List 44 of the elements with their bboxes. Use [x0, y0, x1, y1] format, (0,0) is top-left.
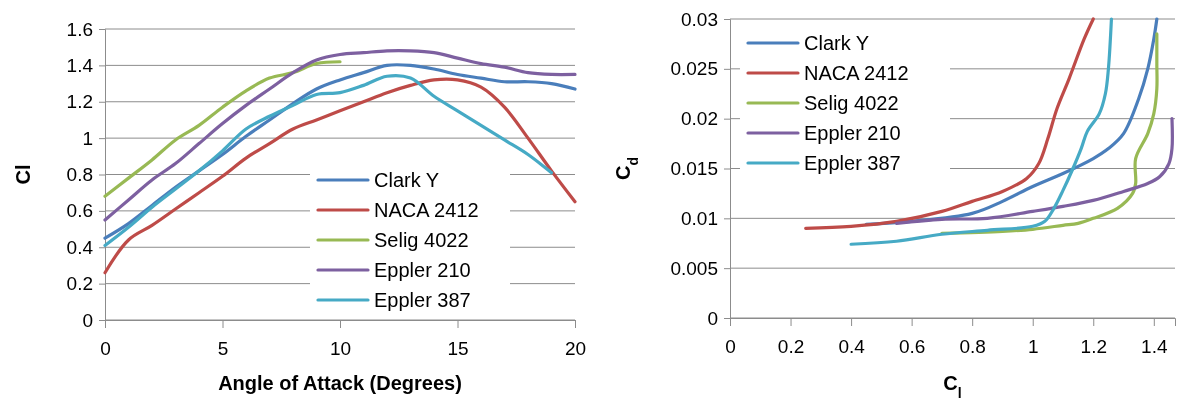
x-tick-label: 10	[329, 338, 352, 360]
x-tick-label: 0.4	[838, 336, 866, 358]
x-tick-label: 0	[100, 338, 111, 360]
legend-label: Selig 4022	[804, 92, 899, 114]
line-series	[804, 17, 1095, 230]
y-tick-label: 0.03	[681, 8, 718, 30]
y-tick-label: 1.2	[66, 91, 93, 113]
x-tick-label: 0.2	[777, 336, 805, 358]
y-tick-label: 1	[82, 127, 93, 149]
y-tick-label: 0.02	[681, 108, 718, 130]
legend-label: Selig 4022	[374, 229, 469, 251]
x-tick-label: 1.4	[1141, 336, 1168, 358]
y-tick-label: 0.6	[66, 200, 93, 222]
legend-label: Eppler 210	[374, 259, 471, 281]
legend-label: NACA 2412	[374, 199, 479, 221]
y-tick-label: 0.005	[670, 257, 718, 279]
y-tick-label: 0.025	[670, 58, 718, 80]
legend-label: NACA 2412	[804, 62, 909, 84]
y-axis-title: Cl	[12, 164, 34, 185]
x-tick-label: 0	[725, 336, 736, 358]
y-tick-label: 1.4	[66, 54, 94, 76]
legend-label: Clark Y	[804, 32, 870, 54]
x-tick-label: 5	[217, 338, 229, 360]
y-tick-label: 1.6	[66, 18, 93, 40]
legend-label: Eppler 387	[374, 289, 471, 311]
x-tick-label: 20	[564, 338, 587, 360]
x-tick-label: 1	[1027, 336, 1039, 358]
x-axis-title: C$_{l}$	[943, 372, 962, 401]
legend-label: Eppler 210	[804, 122, 901, 144]
y-tick-label: 0.015	[670, 158, 718, 180]
y-tick-label: 0	[82, 309, 93, 331]
x-tick-label: 1.2	[1080, 336, 1107, 358]
x-tick-label: 0.8	[959, 336, 986, 358]
y-tick-label: 0.2	[66, 273, 93, 295]
y-tick-label: 0.8	[66, 164, 93, 186]
y-tick-label: 0.01	[681, 207, 718, 229]
y-tick-label: 0	[707, 307, 718, 329]
legend-label: Clark Y	[374, 169, 440, 191]
line-series	[103, 60, 342, 198]
x-tick-label: 15	[447, 338, 469, 360]
legend-label: Eppler 387	[804, 152, 901, 174]
x-axis-title: Angle of Attack (Degrees)	[218, 372, 462, 394]
x-tick-label: 0.6	[898, 336, 926, 358]
y-tick-label: 0.4	[66, 236, 94, 258]
